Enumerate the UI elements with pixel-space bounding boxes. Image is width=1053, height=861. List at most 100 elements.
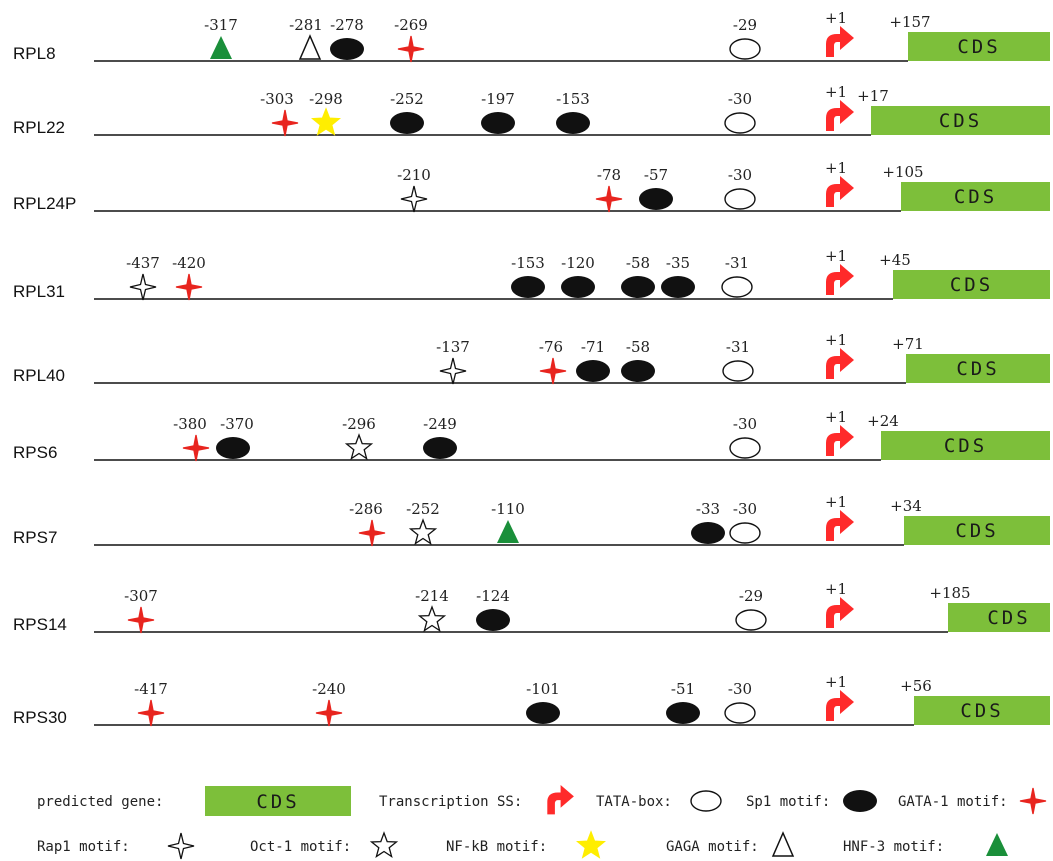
transcription-start-arrow-icon <box>826 176 854 207</box>
sp1-position-label: -58 <box>626 338 650 356</box>
tata-position-label: -30 <box>728 90 752 108</box>
legend-item-nfkb: NF-kB motif: <box>446 830 606 859</box>
tss-position: +1 <box>825 159 847 177</box>
cds-box <box>914 696 1050 725</box>
sp1-motif-icon <box>216 437 250 459</box>
cds-start-position: +157 <box>889 13 930 31</box>
gata1-position-label: -78 <box>597 166 621 184</box>
sp1-position-label: -58 <box>626 254 650 272</box>
cds-box <box>904 516 1050 545</box>
sp1-position-label: -101 <box>526 680 560 698</box>
cds-start-position: +17 <box>857 87 889 105</box>
cds-start-position: +56 <box>900 677 932 695</box>
gene-name-label: RPL8 <box>13 44 56 63</box>
sp1-position-label: -153 <box>511 254 545 272</box>
legend-label: Transcription SS: <box>379 794 522 810</box>
tata-position-label: -30 <box>728 680 752 698</box>
sp1-position-label: -153 <box>556 90 590 108</box>
tss-position: +1 <box>825 408 847 426</box>
transcription-start-arrow-icon <box>547 784 574 815</box>
gata1-motif-icon <box>271 109 299 137</box>
legend-label: NF-kB motif: <box>446 839 547 855</box>
gata1-motif-icon <box>595 185 623 213</box>
tss-position: +1 <box>825 493 847 511</box>
tata-position-label: -30 <box>733 500 757 518</box>
sp1-motif-icon <box>621 276 655 298</box>
tata-position-label: -29 <box>739 587 763 605</box>
cds-box <box>871 106 1050 135</box>
sp1-position-label: -370 <box>220 415 254 433</box>
tata-box-icon <box>724 112 756 134</box>
transcription-start-arrow-icon <box>826 348 854 379</box>
sp1-motif-icon <box>843 790 877 812</box>
cds-label: CDS <box>950 274 993 296</box>
cds-start-position: +105 <box>882 163 923 181</box>
gaga-motif-icon <box>771 831 795 857</box>
gene-row-rpl31: RPL31 CDS +45 +1 -437 -420 -153 -120 -58 -35 -31 <box>13 247 1050 301</box>
cds-label: CDS <box>939 110 982 132</box>
sp1-position-label: -278 <box>330 16 364 34</box>
cds-start-position: +185 <box>929 584 970 602</box>
rap1-motif-icon <box>129 273 157 301</box>
transcription-start-arrow-icon <box>826 264 854 295</box>
cds-legend-label: CDS <box>256 791 299 813</box>
gata1-motif-icon <box>539 357 567 385</box>
sp1-position-label: -35 <box>666 254 690 272</box>
sp1-position-label: -252 <box>390 90 424 108</box>
legend-label: GATA-1 motif: <box>898 794 1008 810</box>
gene-name-label: RPL31 <box>13 282 65 301</box>
sp1-motif-icon <box>330 38 364 60</box>
sp1-motif-icon <box>561 276 595 298</box>
gene-row-rpl24p: RPL24P CDS +105 +1 -210 -78 -57 -30 <box>13 159 1050 213</box>
tss-position: +1 <box>825 83 847 101</box>
sp1-position-label: -197 <box>481 90 515 108</box>
gene-row-rpl8: RPL8 CDS +157 +1 -317 -281 -278 -269 -29 <box>13 9 1050 63</box>
cds-start-position: +34 <box>890 497 922 515</box>
legend-item-gata1: GATA-1 motif: <box>898 787 1047 815</box>
rap1-motif-icon <box>400 185 428 213</box>
transcription-start-arrow-icon <box>826 597 854 628</box>
gene-row-rps14: RPS14 CDS +185 +1 -307 -214 -124 -29 <box>13 580 1050 634</box>
tss-position: +1 <box>825 9 847 27</box>
hnf3-motif-icon <box>986 833 1008 856</box>
cds-box <box>908 32 1050 61</box>
gata1-motif-icon <box>315 699 343 727</box>
gene-name-label: RPS6 <box>13 443 57 462</box>
gata1-position-label: -420 <box>172 254 206 272</box>
legend-label: TATA-box: <box>596 794 672 810</box>
hnf3-motif-icon <box>210 36 232 59</box>
gata1-motif-icon <box>358 519 386 547</box>
gata1-motif-icon <box>397 35 425 63</box>
legend-item-gaga: GAGA motif: <box>666 831 795 857</box>
sp1-motif-icon <box>511 276 545 298</box>
sp1-position-label: -57 <box>644 166 668 184</box>
legend-label: Sp1 motif: <box>746 794 830 810</box>
legend-item-tss: Transcription SS: <box>379 784 574 815</box>
sp1-position-label: -71 <box>581 338 605 356</box>
gata1-motif-icon <box>1019 787 1047 815</box>
legend-item-sp1: Sp1 motif: <box>746 790 877 812</box>
cds-box <box>948 603 1050 632</box>
tata-position-label: -31 <box>726 338 750 356</box>
oct1-motif-icon <box>369 831 399 858</box>
cds-start-position: +71 <box>892 335 924 353</box>
legend-label: Oct-1 motif: <box>250 839 351 855</box>
sp1-motif-icon <box>691 522 725 544</box>
gata1-motif-icon <box>127 606 155 634</box>
sp1-motif-icon <box>576 360 610 382</box>
transcription-start-arrow-icon <box>826 26 854 57</box>
sp1-motif-icon <box>556 112 590 134</box>
cds-label: CDS <box>960 700 1003 722</box>
gene-row-rps7: RPS7 CDS +34 +1 -286 -252 -110 -33 -30 <box>13 493 1050 547</box>
legend-label: HNF-3 motif: <box>843 839 944 855</box>
sp1-position-label: -51 <box>671 680 695 698</box>
sp1-motif-icon <box>526 702 560 724</box>
gene-row-rps6: RPS6 CDS +24 +1 -380 -370 -296 -249 -30 <box>13 408 1050 462</box>
gata1-position-label: -76 <box>539 338 563 356</box>
rap1-position-label: -137 <box>436 338 470 356</box>
gata1-position-label: -417 <box>134 680 168 698</box>
sp1-motif-icon <box>423 437 457 459</box>
gaga-position-label: -281 <box>289 16 323 34</box>
tata-box-icon <box>690 790 722 812</box>
hnf3-position-label: -110 <box>491 500 525 518</box>
